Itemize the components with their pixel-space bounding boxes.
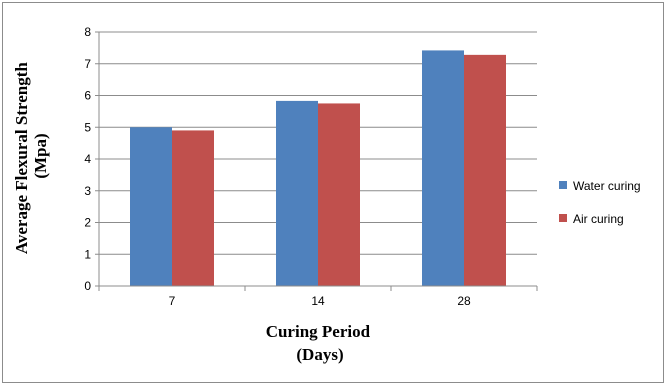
- x-axis-title: Curing Period (Days): [266, 322, 375, 364]
- y-tick-label-1: 1: [84, 247, 91, 261]
- legend-label-air-curing: Air curing: [573, 212, 624, 226]
- bar-chart: 0 1 2 3 4 5 6 7 8 7 14 28 Average Flexural Strength…: [12, 25, 641, 364]
- legend-label-water-curing: Water curing: [573, 179, 641, 193]
- bar-air-curing-28: [464, 54, 506, 286]
- x-tick-label-28: 28: [457, 294, 471, 308]
- bars: [130, 50, 506, 287]
- y-tick-label-8: 8: [84, 25, 91, 39]
- bar-water-curing-14: [276, 100, 318, 287]
- bar-water-curing-28: [422, 50, 464, 286]
- legend: Water curing Air curing: [559, 179, 641, 226]
- legend-swatch-water-curing: [559, 181, 567, 189]
- y-tick-label-4: 4: [84, 152, 91, 166]
- axes: [95, 31, 538, 291]
- y-tick-label-2: 2: [84, 216, 91, 230]
- bar-water-curing-7: [130, 127, 172, 286]
- bar-air-curing-14: [318, 103, 360, 286]
- tick-labels: 0 1 2 3 4 5 6 7 8 7 14 28: [84, 25, 471, 308]
- y-tick-label-7: 7: [84, 57, 91, 71]
- y-tick-label-3: 3: [84, 184, 91, 198]
- legend-swatch-air-curing: [559, 214, 567, 222]
- y-tick-label-5: 5: [84, 120, 91, 134]
- chart-frame: 0 1 2 3 4 5 6 7 8 7 14 28 Average Flexural Strength…: [2, 2, 664, 383]
- y-tick-label-0: 0: [84, 279, 91, 293]
- y-axis-title: Average Flexural Strength (Mpa): [12, 58, 50, 254]
- bar-air-curing-7: [172, 130, 214, 286]
- x-tick-label-7: 7: [169, 294, 176, 308]
- y-tick-label-6: 6: [84, 89, 91, 103]
- x-tick-label-14: 14: [311, 294, 325, 308]
